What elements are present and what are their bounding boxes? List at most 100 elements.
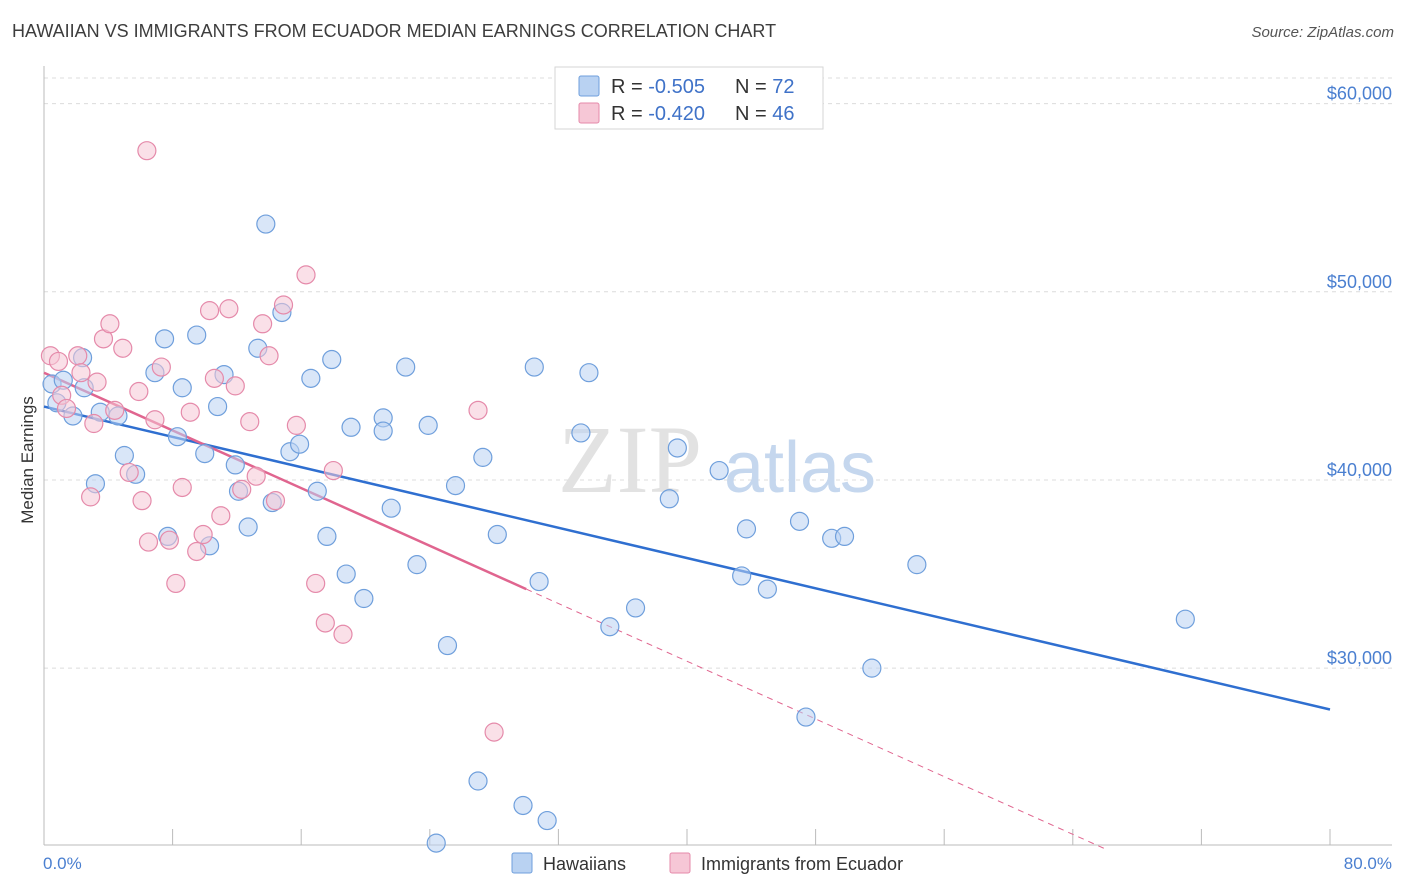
data-point (736, 519, 757, 539)
watermark-atlas: atlas (724, 428, 876, 508)
data-point (306, 573, 326, 594)
data-point (407, 555, 427, 575)
data-point (289, 434, 310, 454)
data-point (659, 489, 679, 509)
data-point (138, 532, 159, 552)
legend-n-label-1: N = (735, 76, 772, 98)
data-point (180, 402, 200, 422)
series-ecuador (40, 141, 504, 742)
data-point (333, 624, 353, 644)
data-point (167, 427, 188, 447)
data-point (625, 598, 646, 618)
data-point (81, 487, 101, 507)
data-point (113, 338, 133, 358)
data-point (323, 460, 343, 481)
x-tick-label-min: 0.0% (43, 854, 82, 873)
bottom-legend-swatch-ecuador (669, 852, 691, 874)
legend-swatch-ecuador (578, 102, 600, 124)
data-point (524, 357, 544, 377)
data-point (71, 363, 91, 383)
svg-text:R = -0.505: R = -0.505 (611, 76, 705, 98)
data-point (166, 573, 186, 594)
bottom-legend-hawaiians: Hawaiians (543, 854, 626, 874)
data-point (473, 447, 493, 467)
data-point (265, 491, 286, 511)
data-point (381, 498, 401, 518)
data-point (315, 613, 335, 633)
data-point (199, 301, 220, 321)
y-tick-labels: $60,000 $50,000 $40,000 $30,000 (1327, 84, 1392, 668)
data-point (225, 376, 245, 396)
data-point (796, 707, 816, 727)
y-tick-label: $60,000 (1327, 84, 1392, 104)
x-tick-label-max: 80.0% (1344, 854, 1392, 873)
data-point (396, 357, 416, 377)
data-point (68, 346, 88, 366)
legend-swatch-hawaiians (578, 75, 600, 97)
data-point (301, 368, 321, 388)
data-point (834, 526, 855, 547)
data-points (40, 141, 1195, 853)
legend-n-value-1: 72 (772, 76, 794, 98)
data-point (187, 325, 207, 345)
svg-text:N = 72: N = 72 (735, 76, 795, 98)
data-point (307, 481, 327, 501)
data-point (468, 771, 488, 791)
data-point (789, 511, 810, 531)
legend-r-value-1: -0.505 (648, 76, 705, 98)
data-point (232, 479, 252, 499)
data-point (208, 396, 228, 417)
data-point (259, 346, 279, 366)
data-point (341, 417, 361, 437)
data-point (336, 564, 356, 584)
data-point (484, 722, 504, 742)
trendline-ecuador (43, 371, 527, 591)
axes (43, 66, 1392, 846)
data-point (862, 658, 882, 678)
legend-n-value-2: 46 (772, 103, 794, 125)
data-point (732, 566, 752, 586)
y-tick-label: $50,000 (1327, 272, 1392, 292)
y-axis-label: Median Earnings (18, 396, 37, 524)
y-tick-label: $30,000 (1327, 648, 1392, 668)
data-point (105, 400, 125, 420)
chart-title: HAWAIIAN VS IMMIGRANTS FROM ECUADOR MEDI… (12, 21, 777, 41)
data-point (529, 571, 549, 592)
bottom-legend-ecuador: Immigrants from Ecuador (701, 854, 903, 874)
data-point (219, 299, 239, 319)
grid-lines (44, 77, 1392, 669)
data-point (373, 421, 393, 441)
data-point (437, 635, 458, 656)
data-point (426, 833, 446, 853)
data-point (571, 423, 591, 443)
data-point (579, 363, 599, 383)
data-point (487, 524, 507, 545)
y-tick-label: $40,000 (1327, 460, 1392, 480)
data-point (1175, 609, 1195, 629)
data-point (145, 410, 165, 430)
data-point (119, 462, 139, 483)
trendline-ecuador-extension (526, 588, 1106, 850)
chart-source: Source: ZipAtlas.com (1251, 24, 1394, 41)
data-point (240, 412, 260, 432)
data-point (172, 378, 192, 398)
data-point (129, 381, 149, 402)
data-point (317, 526, 337, 547)
series-legend: Hawaiians Immigrants from Ecuador (511, 852, 903, 874)
watermark-zip: ZIP (558, 406, 702, 513)
data-point (445, 476, 466, 496)
data-point (211, 506, 231, 526)
data-point (709, 460, 729, 481)
trendline-hawaiians (43, 405, 1331, 711)
svg-text:R = -0.420: R = -0.420 (611, 103, 705, 125)
legend-n-label-2: N = (735, 103, 772, 125)
legend-r-value-2: -0.420 (648, 103, 705, 125)
data-point (322, 349, 342, 370)
data-point (187, 541, 207, 562)
data-point (418, 415, 438, 435)
data-point (757, 579, 777, 599)
data-point (137, 141, 157, 161)
data-point (84, 413, 104, 434)
data-point (256, 214, 276, 234)
